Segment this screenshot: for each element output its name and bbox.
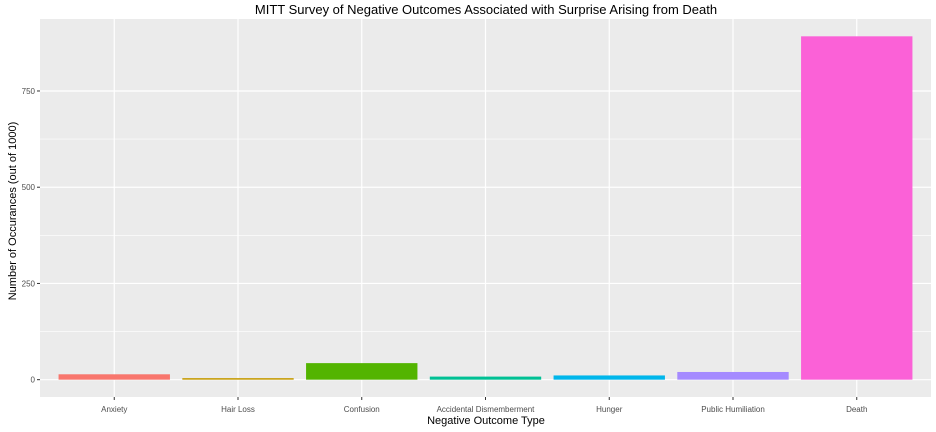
bar-hair-loss — [182, 378, 294, 380]
x-tick-label: Accidental Dismemberment — [437, 405, 536, 414]
x-tick-label: Public Humiliation — [701, 405, 765, 414]
bar-anxiety — [58, 374, 170, 380]
y-tick-label: 250 — [22, 279, 36, 288]
y-tick-label: 750 — [22, 87, 36, 96]
x-tick-label: Confusion — [344, 405, 380, 414]
y-axis: 0 250 500 750 — [22, 87, 40, 385]
bar-death — [801, 36, 913, 380]
x-tick-label: Death — [846, 405, 867, 414]
y-axis-title: Number of Occurances (out of 1000) — [7, 122, 19, 301]
x-tick-label: Anxiety — [101, 405, 127, 414]
y-tick-label: 0 — [31, 376, 36, 385]
x-tick-label: Hunger — [596, 405, 623, 414]
chart-title: MITT Survey of Negative Outcomes Associa… — [255, 2, 717, 17]
x-tick-label: Hair Loss — [221, 405, 255, 414]
bar-public-humiliation — [677, 371, 789, 380]
x-axis: Anxiety Hair Loss Confusion Accidental Dism… — [101, 397, 867, 414]
grid-lines — [40, 19, 931, 397]
x-axis-title: Negative Outcome Type — [427, 415, 545, 427]
bars — [58, 36, 913, 380]
bar-accidental-dismemberment — [429, 376, 542, 380]
bar-confusion — [306, 363, 418, 380]
bar-hunger — [553, 375, 665, 380]
y-tick-label: 500 — [22, 183, 36, 192]
